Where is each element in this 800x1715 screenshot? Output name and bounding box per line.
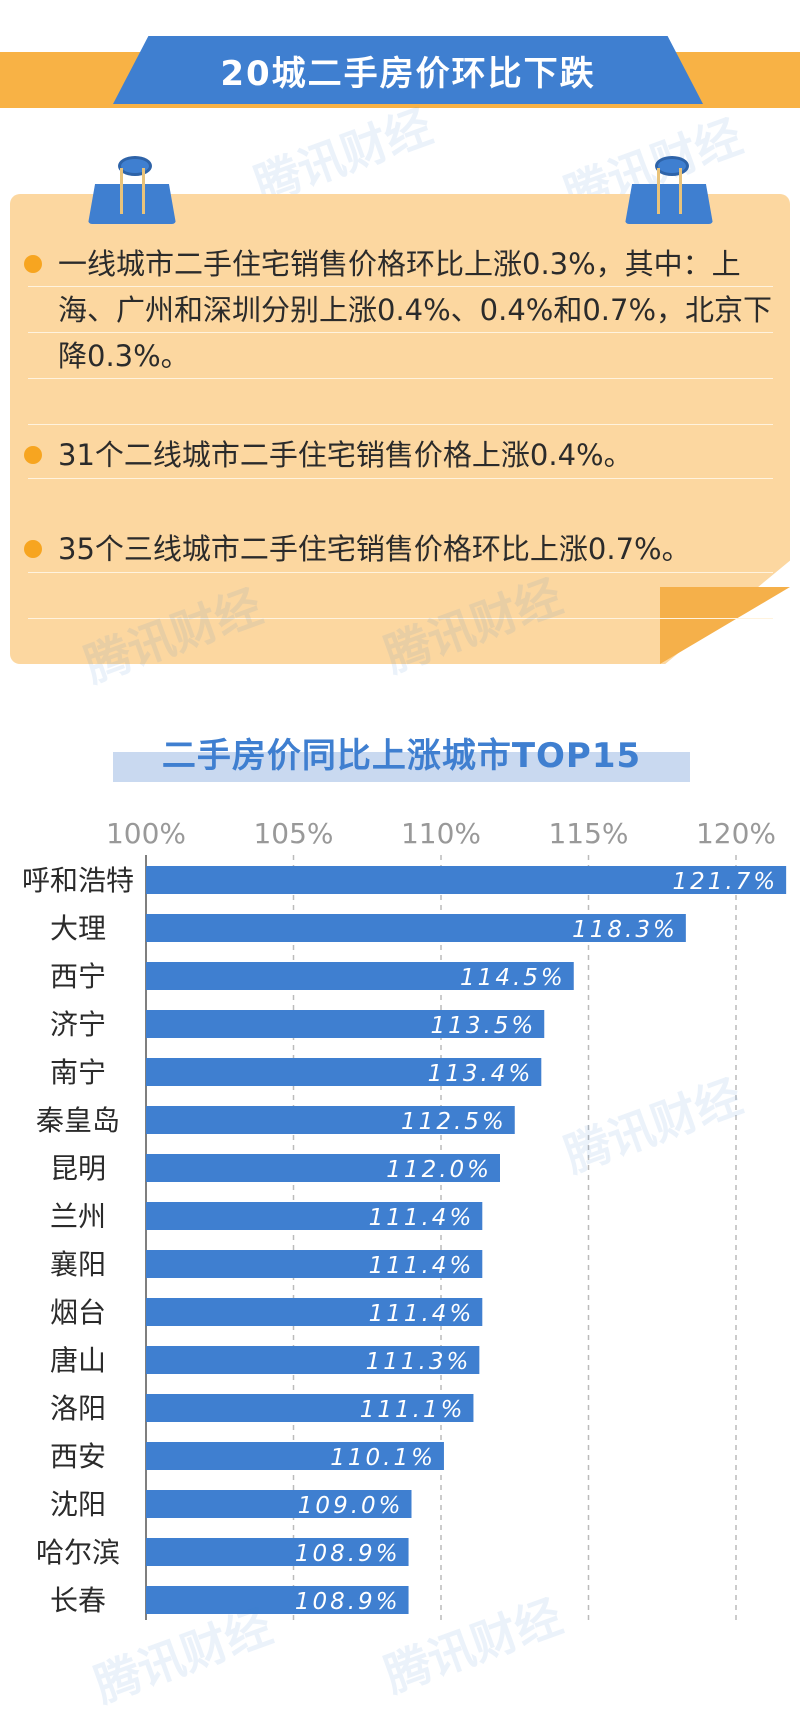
category-label: 南宁	[50, 1056, 106, 1089]
data-label: 121.7%	[672, 869, 778, 895]
category-label: 唐山	[50, 1344, 106, 1377]
note-rule	[28, 478, 773, 479]
note-rule	[28, 378, 773, 379]
note-rule	[28, 286, 773, 287]
category-label: 襄阳	[50, 1248, 106, 1281]
category-label: 哈尔滨	[36, 1536, 120, 1569]
bar	[146, 1346, 480, 1374]
data-label: 111.3%	[366, 1349, 472, 1375]
data-label: 109.0%	[298, 1493, 404, 1519]
note-fold	[660, 587, 790, 664]
data-label: 110.1%	[330, 1445, 436, 1471]
bar	[146, 1010, 545, 1038]
tick-label: 115%	[548, 817, 628, 850]
note-rule	[28, 332, 773, 333]
bar	[146, 1298, 483, 1326]
category-label: 沈阳	[50, 1488, 106, 1521]
category-label: 长春	[50, 1584, 106, 1617]
page-title: 20城二手房价环比下跌	[220, 53, 596, 94]
bar	[146, 866, 787, 894]
binder-clip-icon	[625, 156, 713, 224]
bullet-icon	[24, 540, 42, 558]
bar	[146, 914, 686, 942]
data-label: 113.4%	[428, 1061, 534, 1087]
tick-label: 120%	[696, 817, 776, 850]
category-label: 西宁	[50, 960, 106, 993]
chart-title: 二手房价同比上涨城市TOP15	[161, 736, 642, 776]
category-label: 昆明	[50, 1152, 106, 1185]
bar	[146, 1442, 444, 1470]
binder-clip-icon	[88, 156, 176, 224]
bar	[146, 1586, 409, 1614]
data-label: 111.4%	[369, 1253, 475, 1279]
category-label: 兰州	[50, 1200, 106, 1233]
bar	[146, 1154, 500, 1182]
tick-label: 110%	[401, 817, 481, 850]
data-label: 118.3%	[572, 917, 678, 943]
data-label: 114.5%	[460, 965, 566, 991]
note-rule	[28, 618, 773, 619]
chart-title-underlay	[113, 752, 690, 782]
note-rule	[28, 572, 773, 573]
data-label: 108.9%	[295, 1589, 401, 1615]
data-label: 111.4%	[369, 1301, 475, 1327]
bar	[146, 1394, 474, 1422]
data-label: 113.5%	[431, 1013, 537, 1039]
summary-item: 35个三线城市二手住宅销售价格环比上涨0.7%。	[58, 532, 691, 566]
summary-note	[10, 194, 790, 664]
bar	[146, 1106, 515, 1134]
data-label: 111.4%	[369, 1205, 475, 1231]
data-label: 112.0%	[386, 1157, 492, 1183]
bar	[146, 1250, 483, 1278]
data-label: 111.1%	[360, 1397, 466, 1423]
category-label: 济宁	[50, 1008, 106, 1041]
category-label: 大理	[50, 912, 106, 945]
bar	[146, 962, 574, 990]
bar	[146, 1058, 542, 1086]
data-label: 108.9%	[295, 1541, 401, 1567]
header-banner: 20城二手房价环比下跌	[113, 36, 703, 104]
bar	[146, 1538, 409, 1566]
bullet-icon	[24, 255, 42, 273]
bar	[146, 1490, 412, 1518]
tick-label: 100%	[106, 817, 186, 850]
category-label: 洛阳	[50, 1392, 106, 1425]
summary-item: 一线城市二手住宅销售价格环比上涨0.3%，其中：上海、广州和深圳分别上涨0.4%…	[58, 247, 773, 373]
tick-label: 105%	[253, 817, 333, 850]
bar	[146, 1202, 483, 1230]
summary-item: 31个二线城市二手住宅销售价格上涨0.4%。	[58, 438, 633, 472]
data-label: 112.5%	[401, 1109, 507, 1135]
category-label: 西安	[50, 1440, 106, 1473]
bullet-icon	[24, 446, 42, 464]
note-rule	[28, 424, 773, 425]
category-label: 呼和浩特	[22, 864, 134, 897]
category-label: 烟台	[50, 1296, 106, 1329]
bar-chart: 100% 105% 110% 115% 120% 呼和浩特 121.7% 大理 118.3% 西宁…	[22, 817, 787, 1620]
category-label: 秦皇岛	[36, 1104, 120, 1137]
